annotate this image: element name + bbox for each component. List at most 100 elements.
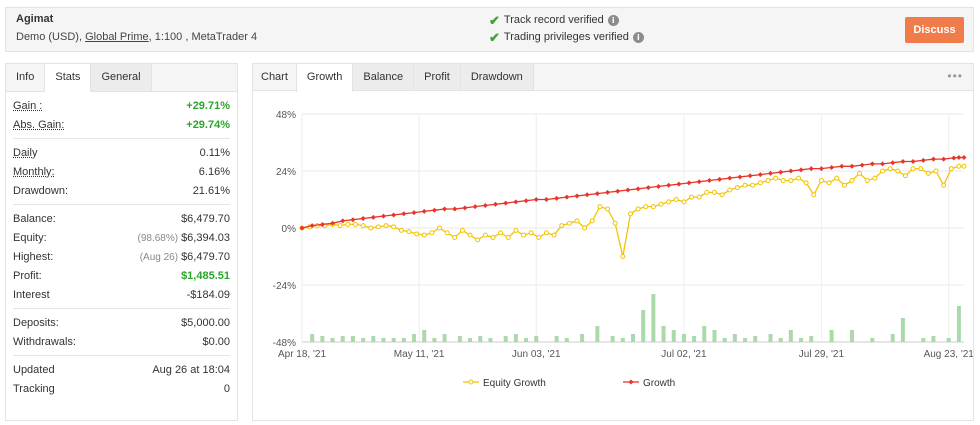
equity-point [605,206,611,212]
gain-label[interactable]: Gain : [13,99,43,112]
tab-info[interactable]: Info [6,64,45,91]
equity-point [635,206,641,212]
equity-point [864,178,870,183]
daily-bar [361,338,366,342]
equity-point [352,221,358,227]
stats-panel: Info Stats General Gain : +29.71% Abs. Ga… [5,63,238,421]
growth-point [625,187,631,193]
stat-row-withdrawals: Withdrawals: $0.00 [13,332,230,351]
growth-chart: 48% 24% 0% -24% -48%Apr 18, '21 May 11, '21 Ju… [273,110,973,389]
daily-bar [412,334,417,342]
daily-bar [732,334,737,342]
daily-bar [778,338,783,342]
equity-point [459,227,465,233]
growth-point [584,192,590,198]
daily-bar [788,330,793,342]
tab-chart[interactable]: Chart [253,64,296,90]
growth-point [319,221,325,227]
growth-point [829,164,835,170]
account-details: Demo (USD), Global Prime, 1:100 , MetaTr… [16,31,257,43]
daily-bar [442,334,447,342]
equity-point [589,218,595,224]
tab-general[interactable]: General [91,64,152,91]
withdrawals-value: $0.00 [202,335,230,348]
daily-bar [350,336,355,342]
equity-point [505,235,511,240]
y-tick-label: 48% [276,110,296,121]
growth-point [645,185,651,191]
growth-point [574,193,580,199]
more-options-icon[interactable]: ••• [947,69,963,83]
growth-point [849,163,855,169]
equity-percent: (98.68%) [137,232,179,244]
daily-bar [809,336,814,342]
tab-profit[interactable]: Profit [414,64,461,90]
equity-point [849,178,855,183]
growth-point [309,223,315,229]
balance-value: $6,479.70 [181,212,230,225]
discuss-button[interactable]: Discuss [905,17,964,43]
daily-bar [381,338,386,342]
info-icon[interactable]: i [632,31,644,43]
daily-label[interactable]: Daily [13,146,38,159]
daily-bar [956,306,961,342]
equity-point [696,194,702,200]
growth-point [706,178,712,183]
growth-point [747,173,753,179]
daily-bar [900,318,905,342]
equity-point [467,232,473,238]
stat-row-daily: Daily 0.11% [13,143,230,162]
growth-point [472,204,478,210]
growth-point [401,211,407,217]
interest-value: -$184.09 [186,288,230,301]
monthly-label[interactable]: Monthly: [13,165,55,178]
equity-point [490,235,496,240]
growth-point [880,161,886,167]
interest-label: Interest [13,288,50,301]
equity-point [521,232,527,238]
equity-point [528,230,534,236]
equity-point [536,235,542,240]
equity-point [620,254,626,259]
growth-point [839,163,845,169]
legend-label: Growth [643,378,675,389]
equity-point [742,182,748,188]
deposits-label: Deposits: [13,316,59,329]
growth-point [717,176,723,182]
growth-point [869,161,875,167]
broker-link[interactable]: Global Prime [85,31,149,43]
equity-point [961,163,967,169]
growth-point [564,194,570,200]
tab-drawdown[interactable]: Drawdown [460,64,534,90]
stat-row-tracking: Tracking 0 [13,379,230,398]
equity-point [841,182,847,188]
equity-point [925,170,931,176]
daily-bar [661,326,666,342]
daily-value: 0.11% [199,146,230,159]
daily-bar [457,336,462,342]
daily-bar [743,338,748,342]
stats-tabs: Info Stats General [6,64,237,92]
growth-point [554,195,560,201]
tab-balance[interactable]: Balance [353,64,415,90]
daily-bar [371,336,376,342]
equity-point [566,220,572,226]
daily-bar [391,338,396,342]
stat-row-interest: Interest -$184.09 [13,285,230,304]
equity-point [337,223,343,229]
growth-point [956,154,962,160]
tab-stats[interactable]: Stats [44,64,92,92]
drawdown-label: Drawdown: [13,184,69,197]
tab-growth[interactable]: Growth [295,64,354,92]
abs-gain-label[interactable]: Abs. Gain: [13,118,65,131]
equity-point [627,211,633,217]
equity-point [895,168,901,174]
growth-point [299,225,305,231]
equity-point [414,231,420,237]
info-icon[interactable]: i [607,14,619,26]
x-tick-label: Aug 23, '21 [924,349,973,360]
legend-label: Equity Growth [483,378,546,389]
daily-bar [768,334,773,342]
growth-point [788,168,794,174]
equity-point [345,221,351,227]
